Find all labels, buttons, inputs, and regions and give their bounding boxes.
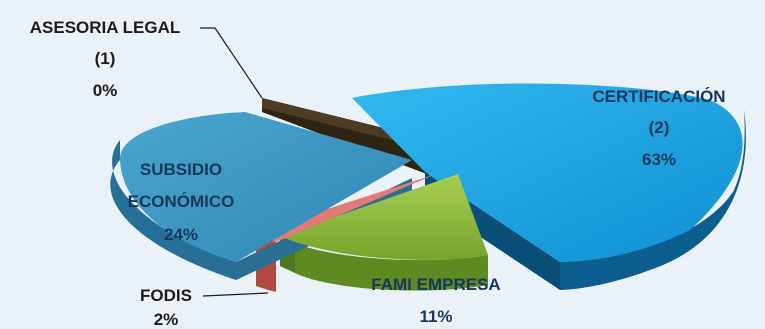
label-asesoria-count: (1)	[95, 49, 116, 68]
label-asesoria-name: ASESORIA LEGAL	[30, 18, 181, 37]
slice-subsidio	[119, 112, 413, 262]
label-certificacion-count: (2)	[649, 118, 670, 137]
slice-certificacion-side	[558, 110, 746, 290]
label-fami-percent: 11%	[419, 307, 452, 326]
slice-subsidio-side	[110, 140, 236, 280]
leader-asesoria	[200, 27, 263, 99]
slice-certificacion	[352, 83, 743, 262]
label-subsidio-name-line2: ECONÓMICO	[128, 192, 235, 211]
label-fami-name: FAMI EMPRESA	[371, 275, 500, 294]
slice-fodis	[256, 174, 436, 242]
label-fodis-name: FODIS	[140, 286, 192, 305]
slice-fami-side	[295, 243, 488, 291]
slice-asesoria	[262, 98, 432, 150]
label-subsidio-percent: 24%	[164, 225, 198, 244]
label-certificacion-percent: 63%	[642, 150, 676, 169]
label-asesoria-percent: 0%	[93, 81, 118, 100]
label-fodis-percent: 2%	[154, 310, 179, 329]
label-subsidio-name-line1: SUBSIDIO	[140, 160, 222, 179]
label-certificacion-name: CERTIFICACIÓN	[592, 87, 725, 106]
leader-fodis	[202, 292, 269, 297]
slice-fami	[280, 174, 488, 260]
